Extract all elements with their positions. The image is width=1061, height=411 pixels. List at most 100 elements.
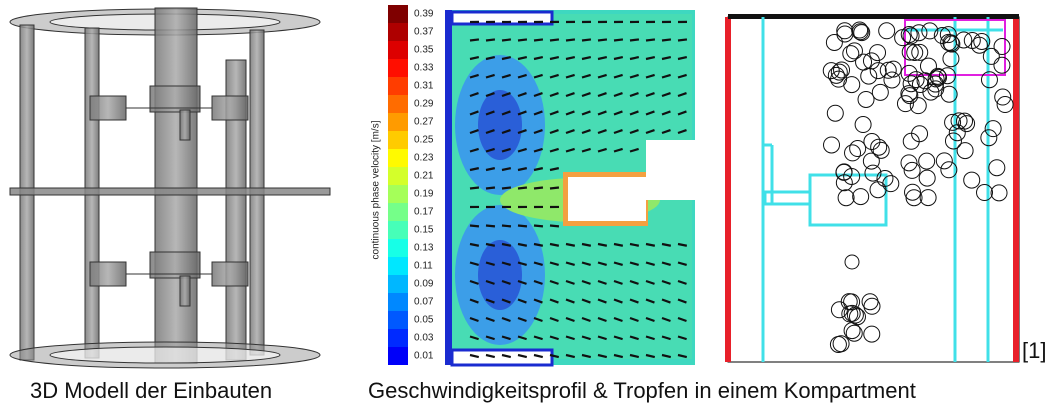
droplet [970,36,988,54]
colorbar-segment [388,131,408,149]
velocity-arrow [677,279,687,285]
velocity-arrow [549,298,559,304]
velocity-arrow [645,92,655,98]
colorbar-segment [388,185,408,203]
droplet [943,35,961,53]
velocity-arrow [485,38,496,42]
velocity-arrow [613,279,623,285]
colorbar-segment [388,203,408,221]
velocity-arrow [517,316,527,323]
velocity-arrow [597,316,607,323]
droplet [926,75,944,93]
velocity-arrow [581,335,591,341]
velocity-arrow [517,279,527,285]
velocity-arrow [597,242,608,247]
droplet [909,97,927,115]
velocity-arrow [501,56,512,61]
velocity-arrow [565,242,576,247]
droplet [841,305,859,323]
velocity-arrow [629,298,639,304]
velocity-arrow [485,335,495,341]
velocity-arrow [597,335,607,341]
velocity-arrow [661,110,671,116]
velocity-arrow [677,92,687,98]
droplet [942,50,960,68]
velocity-arrow [581,110,591,116]
velocity-arrow [469,316,479,323]
velocity-arrow [485,73,495,79]
velocity-arrow [565,316,575,323]
colorbar-segment [388,95,408,113]
colorbar-tick-label: 0.03 [414,333,434,344]
velocity-arrow [581,261,591,266]
velocity-arrow [629,316,639,323]
colorbar-tick-label: 0.01 [414,351,434,362]
velocity-arrow [485,147,495,153]
droplet [994,88,1012,106]
velocity-arrow [629,56,640,61]
velocity-arrow [677,110,687,116]
velocity-arrow [645,279,655,285]
velocity-arrow [469,129,479,135]
droplet [845,42,863,60]
velocity-arrow [501,147,511,153]
velocity-arrow [613,92,623,98]
velocity-arrow [485,316,495,323]
colorbar-tick-label: 0.05 [414,315,434,326]
velocity-arrow [517,186,528,190]
colorbar-tick-label: 0.27 [414,117,434,128]
droplet [830,63,848,81]
velocity-arrow [581,38,592,42]
colorbar-segment [388,221,408,239]
velocity-arrow [565,92,575,98]
velocity-arrow [629,279,639,285]
colorbar-segment [388,347,408,365]
velocity-arrow [469,73,479,79]
velocity-arrow [469,224,480,228]
velocity-arrow [501,129,511,135]
droplet [963,171,981,189]
velocity-arrow [485,167,496,172]
velocity-arrow [517,353,528,359]
velocity-arrow [533,261,543,266]
droplet [976,184,994,202]
colorbar-segment [388,59,408,77]
droplet [836,25,854,43]
colorbar-segment [388,311,408,329]
velocity-arrow [533,186,544,190]
colorbar-segment [388,23,408,41]
velocity-arrow [629,335,639,341]
droplet [870,138,888,156]
velocity-arrow [485,92,495,98]
velocity-arrow [517,56,528,61]
velocity-arrow [677,129,687,135]
velocity-arrow [565,261,575,266]
velocity-arrow [629,353,640,359]
droplet [900,154,918,172]
velocity-arrow [581,73,591,79]
velocity-arrow [581,298,591,304]
droplet [940,161,958,179]
colorbar-segment [388,113,408,131]
colorbar-tick-label: 0.15 [414,225,434,236]
velocity-arrow [533,56,544,61]
droplet [825,33,843,51]
velocity-arrow [485,242,496,247]
droplet [938,67,956,85]
velocity-arrow [581,279,591,285]
velocity-arrow [501,38,512,42]
velocity-arrow [549,261,559,266]
velocity-arrow [565,73,575,79]
droplet [900,26,918,44]
velocity-arrow [565,147,575,153]
velocity-arrow [613,353,624,359]
droplet [940,33,958,51]
droplet [919,57,937,75]
velocity-arrow [581,242,592,247]
velocity-contour [445,10,695,367]
droplet [832,335,850,353]
velocity-arrow [501,335,511,341]
droplet [823,136,841,154]
droplet [862,152,880,170]
velocity-arrow [517,129,527,135]
